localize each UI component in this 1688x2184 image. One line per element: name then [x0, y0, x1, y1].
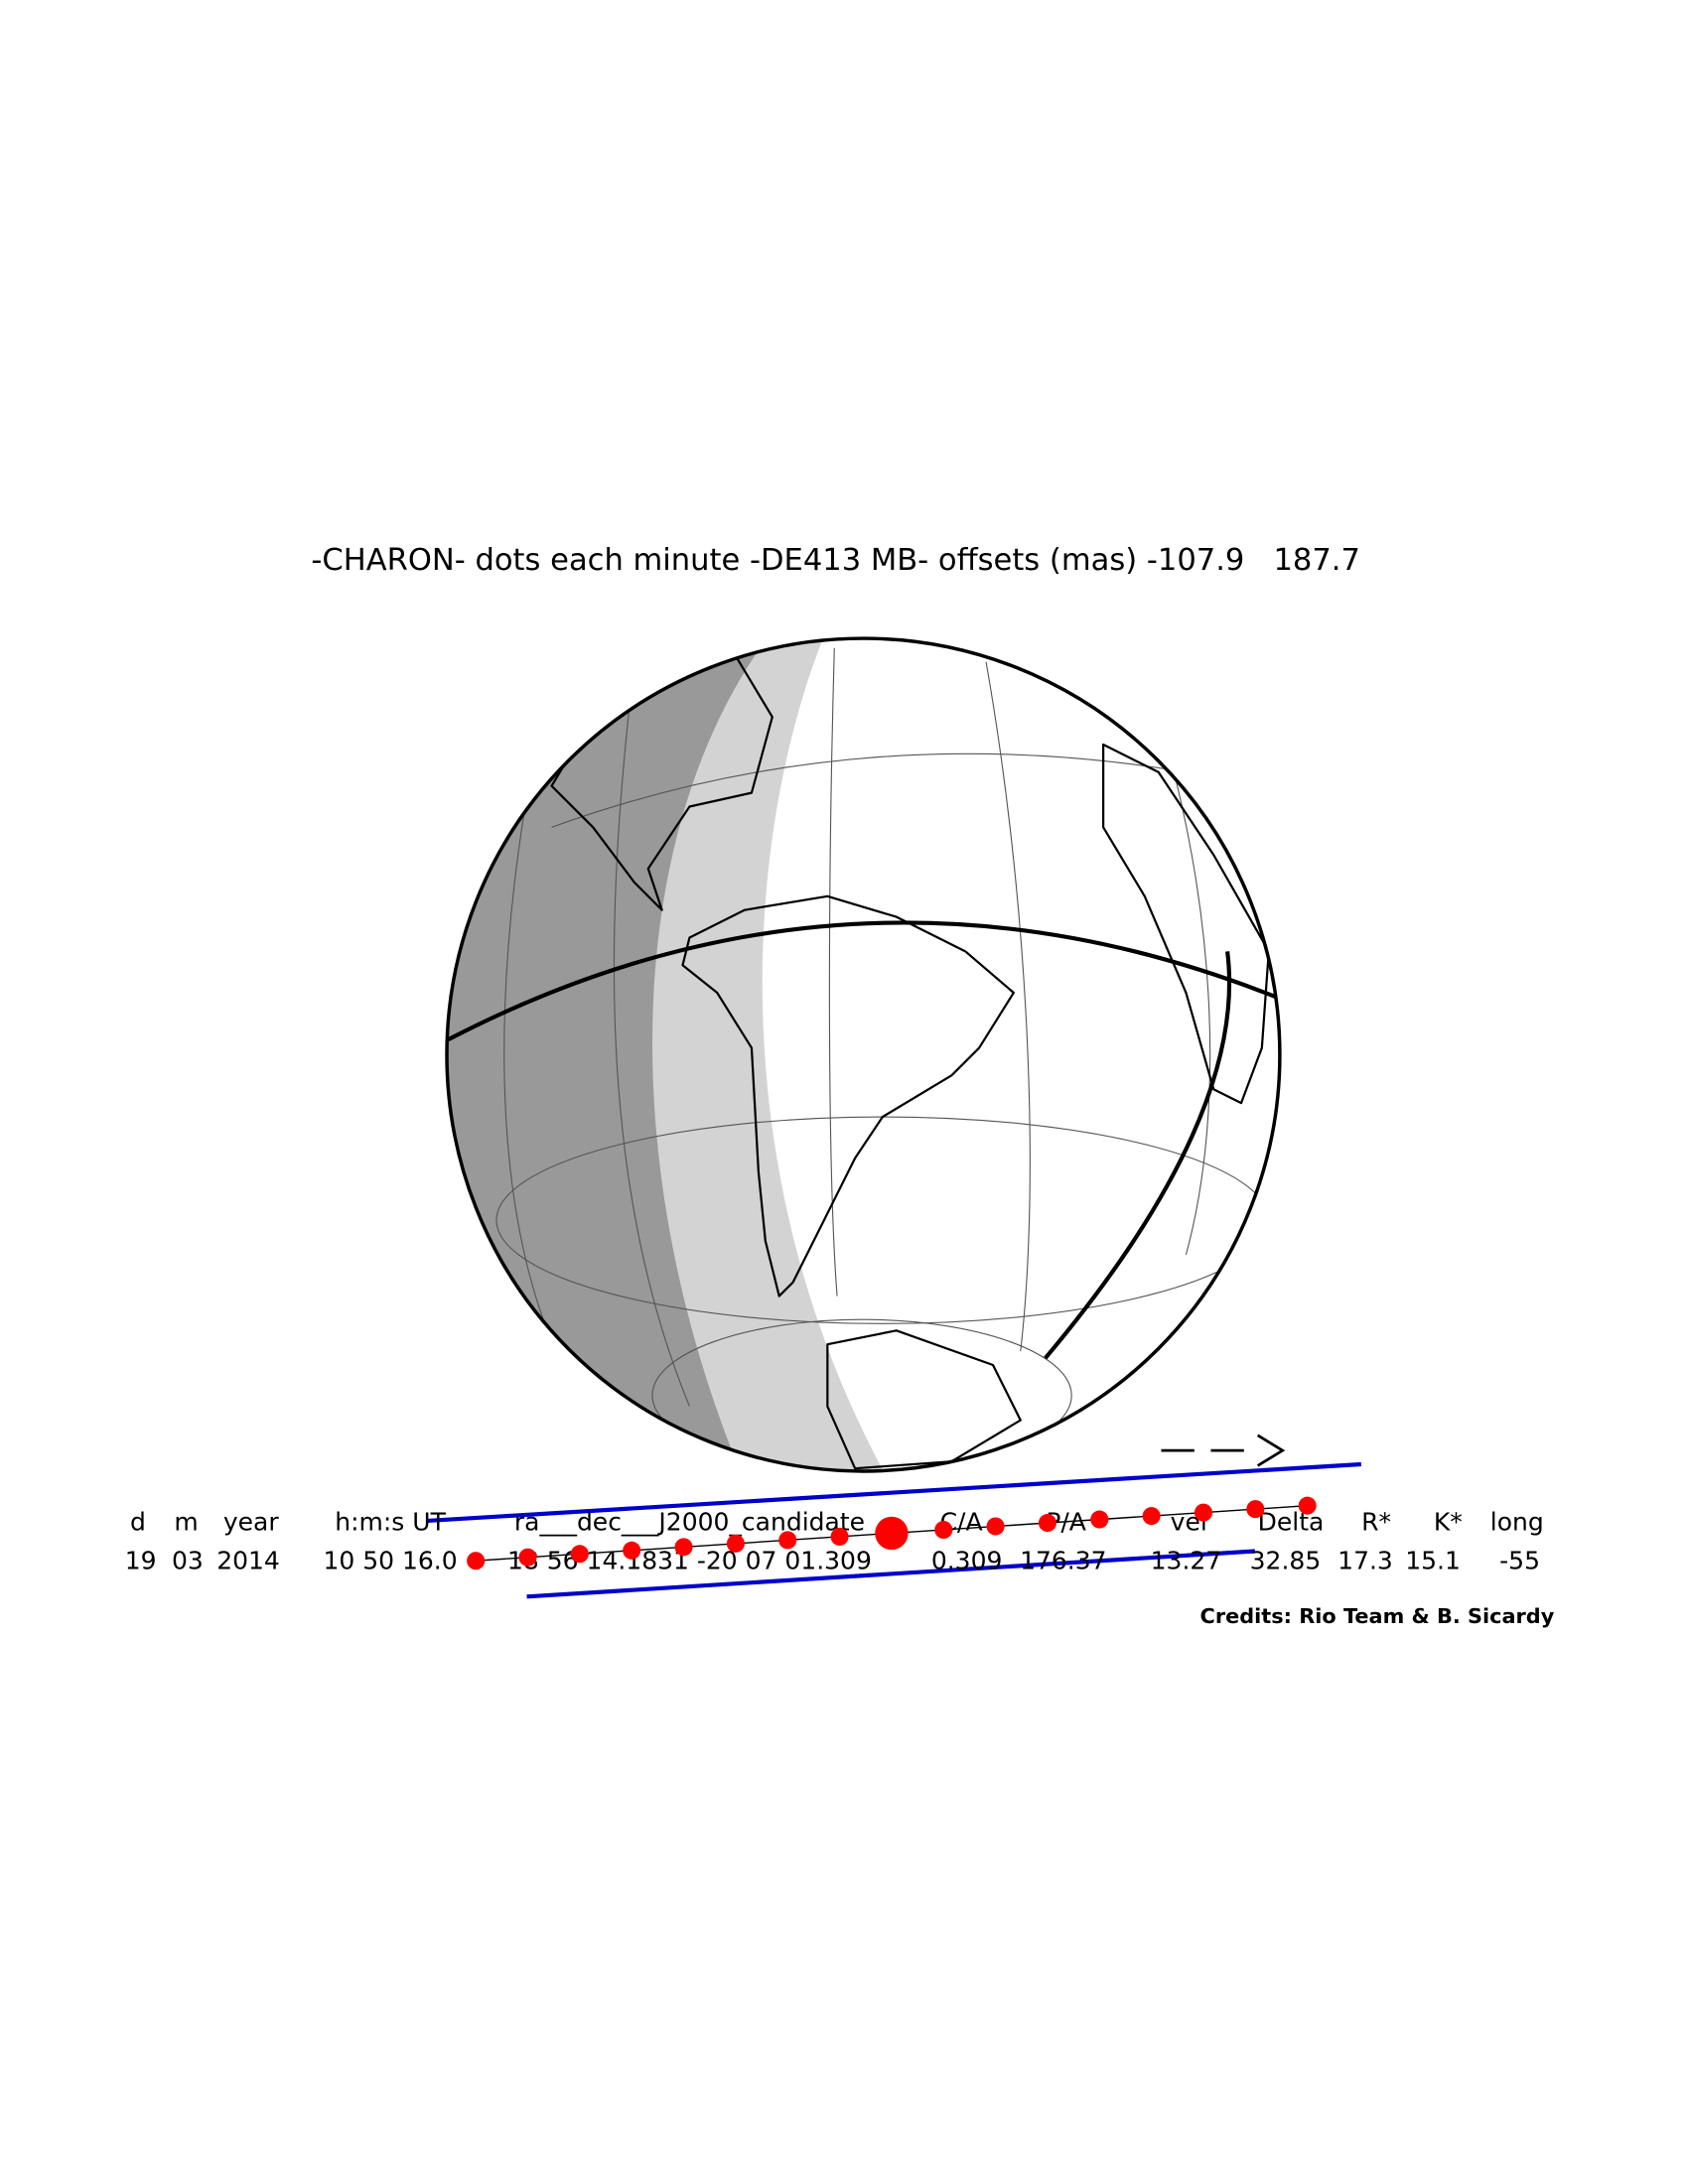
- globe-limb: [445, 636, 1282, 1473]
- column-header: ra___dec___J2000_candidate: [514, 1508, 865, 1537]
- minute-dot: [1194, 1503, 1213, 1522]
- minute-dot: [726, 1534, 745, 1553]
- minute-dots: [467, 1496, 1317, 1570]
- minute-dot: [1038, 1514, 1056, 1533]
- minute-dot: [623, 1541, 641, 1560]
- column-header: h:m:s UT: [335, 1508, 446, 1537]
- column-value: 10 50 16.0: [323, 1547, 457, 1575]
- column-value: 32.85: [1250, 1547, 1322, 1575]
- minute-dot: [674, 1538, 693, 1557]
- minute-dot: [986, 1517, 1005, 1536]
- minute-dot: [1142, 1507, 1161, 1526]
- minute-dot: [830, 1527, 849, 1546]
- minute-dot: [1090, 1510, 1109, 1529]
- column-header: m: [174, 1508, 198, 1537]
- column-value: -55: [1499, 1547, 1540, 1575]
- minute-dot: [467, 1552, 486, 1570]
- column-header: year: [223, 1508, 279, 1537]
- column-value: 176.37: [1020, 1547, 1106, 1575]
- map-title: -CHARON- dots each minute -DE413 MB- off…: [311, 543, 1360, 578]
- direction-arrow: [1161, 1433, 1286, 1467]
- column-value: 0.309: [931, 1547, 1003, 1575]
- column-value: 15.1: [1405, 1547, 1461, 1575]
- column-header: long: [1490, 1508, 1544, 1537]
- minute-dot: [778, 1531, 797, 1550]
- closest-approach-dot: [875, 1516, 909, 1551]
- event-table: d m year h:m:s UT ra___dec___J2000_candidate…: [125, 1508, 1544, 1575]
- column-value: 19: [125, 1547, 157, 1575]
- column-header: K*: [1434, 1508, 1463, 1537]
- figure: -CHARON- dots each minute -DE413 MB- off…: [125, 543, 1555, 1628]
- credits: Credits: Rio Team & B. Sicardy: [1200, 1604, 1555, 1628]
- minute-dot: [518, 1548, 537, 1567]
- column-header: R*: [1361, 1508, 1391, 1537]
- column-value: 17.3: [1337, 1547, 1393, 1575]
- column-header: d: [130, 1508, 146, 1537]
- column-value: 03: [172, 1547, 204, 1575]
- column-value: 2014: [216, 1547, 280, 1575]
- minute-dot: [570, 1545, 589, 1564]
- column-header: Delta: [1258, 1508, 1325, 1537]
- shadow-path: [427, 1461, 1361, 1599]
- column-value: 13.27: [1151, 1547, 1222, 1575]
- minute-dot: [1298, 1496, 1317, 1515]
- minute-dot: [1246, 1500, 1265, 1519]
- minute-dot: [934, 1520, 953, 1540]
